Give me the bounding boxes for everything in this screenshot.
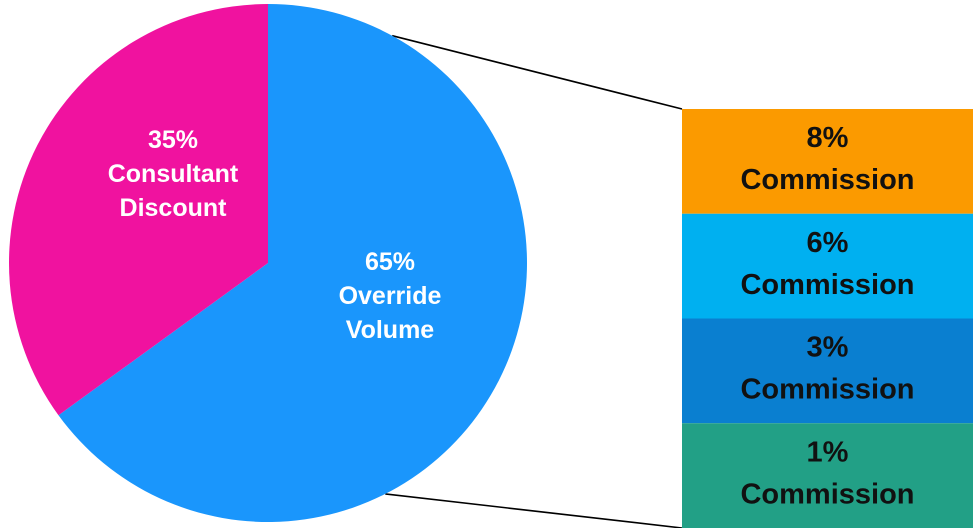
bar-label-pct-1pct: 1% xyxy=(807,436,849,468)
bar-label-pct-8pct: 8% xyxy=(807,122,849,154)
pie xyxy=(9,4,527,523)
bar-label-pct-3pct: 3% xyxy=(807,332,849,364)
breakdown-bar: 8% Commission 6% Commission 3% Commission 1% Co… xyxy=(682,109,973,528)
pie-label-override-volume-1: Override xyxy=(339,282,442,310)
connector-line-bottom xyxy=(385,493,683,528)
bar-label-commission-1pct: Commission xyxy=(740,478,914,510)
pie-label-consultant-discount-2: Discount xyxy=(120,194,228,222)
pie-slice-override-volume xyxy=(58,4,527,523)
bar-segment-1pct xyxy=(682,423,973,528)
bar-label-commission-6pct: Commission xyxy=(740,269,914,301)
pie-label-override-volume-2: Volume xyxy=(346,316,435,344)
bar-label-pct-6pct: 6% xyxy=(807,227,849,259)
pie-label-consultant-discount-1: Consultant xyxy=(108,160,239,188)
connector-line-top xyxy=(391,34,683,110)
bar-label-commission-3pct: Commission xyxy=(740,374,914,406)
bar-label-commission-8pct: Commission xyxy=(740,164,914,196)
bar-segment-6pct xyxy=(682,213,973,319)
pie-labels: 65% Override Volume 35% Consultant Discount xyxy=(108,126,442,344)
pie-label-override-volume-0: 65% xyxy=(365,248,415,276)
bar-segment-3pct xyxy=(682,318,973,424)
pie-slice-consultant-discount xyxy=(9,4,268,416)
pie-label-consultant-discount-0: 35% xyxy=(148,126,198,154)
connector-lines xyxy=(385,34,683,528)
bar-segment-8pct xyxy=(682,109,973,214)
